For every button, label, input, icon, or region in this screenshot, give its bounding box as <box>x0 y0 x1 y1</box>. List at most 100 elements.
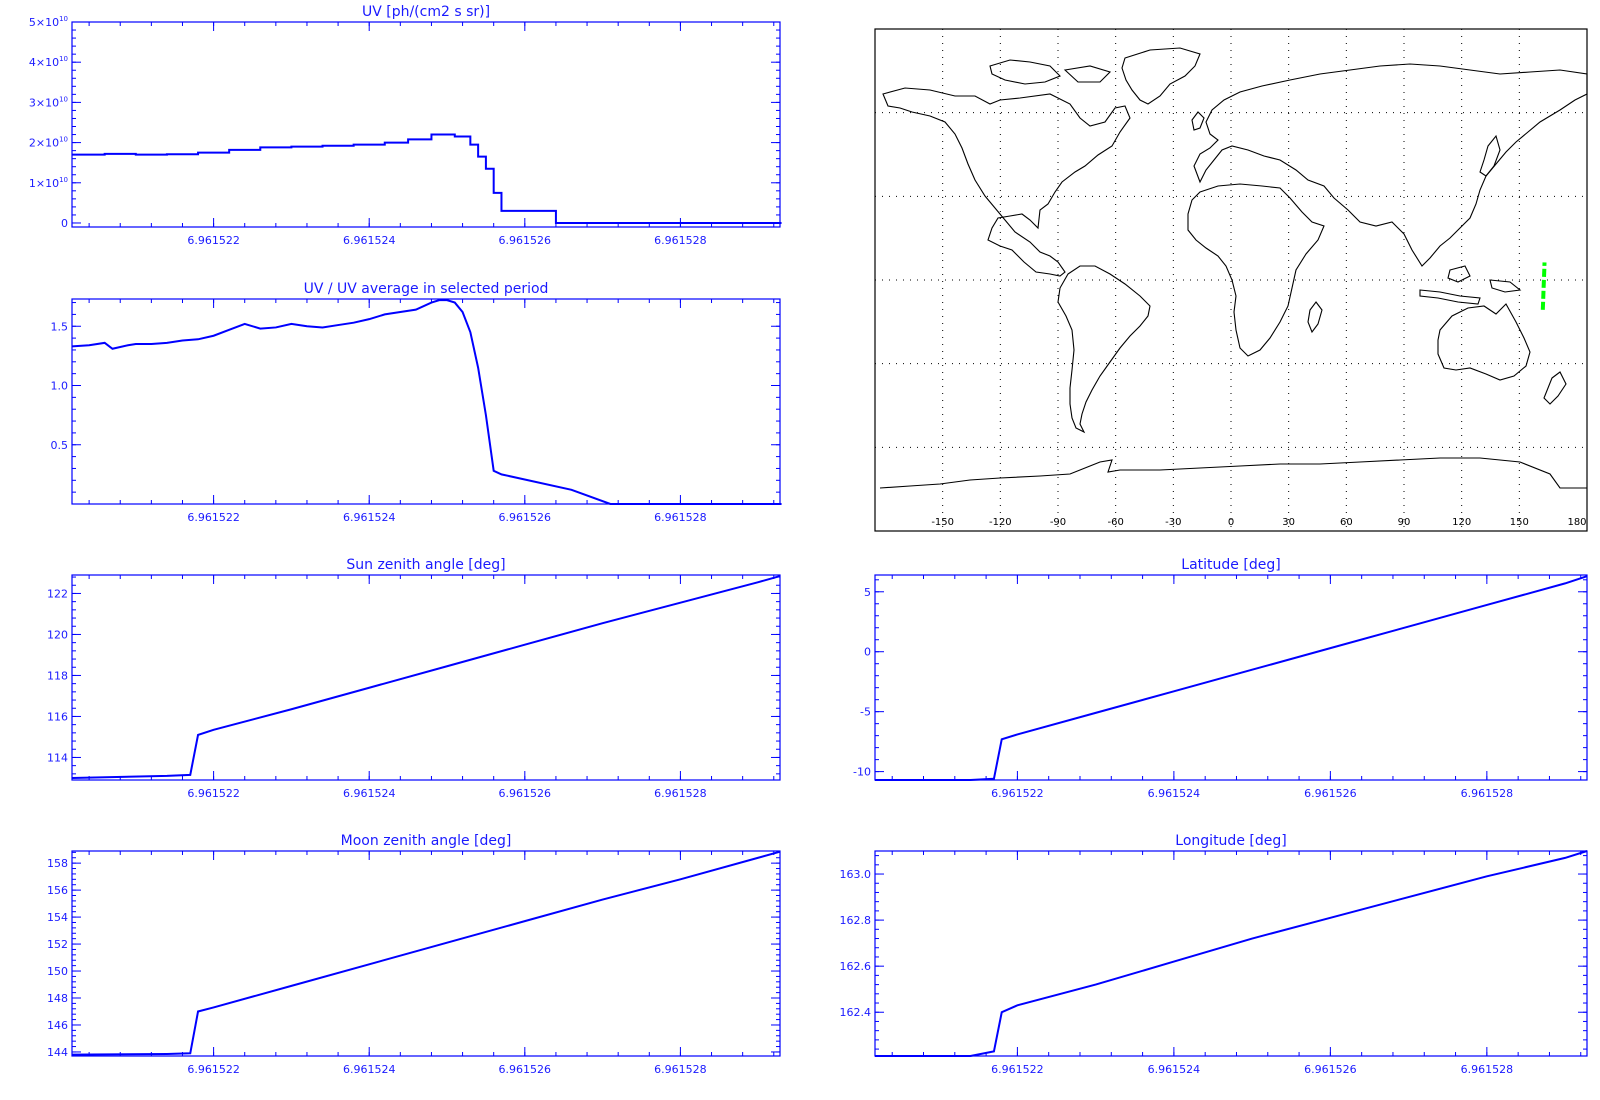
y-tick-base: 0 <box>61 217 68 230</box>
y-tick-label: -5 <box>860 706 871 719</box>
orbit-track-line <box>1540 262 1547 310</box>
plot-frame <box>874 574 1588 781</box>
y-tick-base: 2×10 <box>29 137 59 150</box>
y-tick-label: 144 <box>47 1046 68 1059</box>
y-tick-label: 148 <box>47 992 68 1005</box>
map-lon-label: 90 <box>1398 517 1411 528</box>
map-lon-label: -90 <box>1050 517 1066 528</box>
x-tick-label: 6.961524 <box>1148 1063 1201 1076</box>
chart-lat: Latitude [deg] 6.961522 6.961524 6.961526 6.… <box>853 557 1588 800</box>
y-tick-label: 154 <box>47 911 68 924</box>
y-tick-label: 1.5 <box>51 320 69 333</box>
y-tick-label: 162.6 <box>840 960 872 973</box>
coastline-australia <box>1437 303 1531 381</box>
y-tick-label: -10 <box>853 766 871 779</box>
x-tick-label: 6.961522 <box>991 1063 1044 1076</box>
y-tick-label: 3×1010 <box>29 95 68 109</box>
y-tick-label: 156 <box>47 884 68 897</box>
y-tick-label: 0.5 <box>51 439 69 452</box>
map-lon-label: 60 <box>1340 517 1353 528</box>
coastline-japan <box>1479 134 1501 177</box>
y-tick-label: 150 <box>47 965 68 978</box>
y-tick-exponent: 10 <box>59 136 68 144</box>
chart-moon: Moon zenith angle [deg] 6.961522 6.961524 6… <box>47 833 781 1076</box>
y-tick-label: 0 <box>61 217 68 230</box>
y-tick-base: 4×10 <box>29 56 59 69</box>
x-tick-label: 6.961522 <box>187 234 240 247</box>
y-tick-label: 120 <box>47 628 68 641</box>
x-tick-label: 6.961524 <box>343 234 396 247</box>
coastline-indonesia <box>1419 265 1522 305</box>
x-tick-label: 6.961526 <box>499 234 552 247</box>
chart-title: Longitude [deg] <box>1175 833 1286 849</box>
y-tick-label: 5 <box>864 586 871 599</box>
y-tick-label: 114 <box>47 751 68 764</box>
y-tick-label: 162.4 <box>840 1006 872 1019</box>
x-tick-label: 6.961528 <box>654 1063 707 1076</box>
chart-lon: Longitude [deg] 6.961522 6.961524 6.961526 6… <box>840 833 1588 1076</box>
series-line-lat <box>875 575 1588 781</box>
chart-title: UV [ph/(cm2 s sr)] <box>362 4 490 20</box>
series-line-moon <box>71 850 781 1056</box>
map-lon-label: 180 <box>1567 517 1586 528</box>
y-tick-label: 5×1010 <box>29 15 68 29</box>
y-tick-base: 5×10 <box>29 16 59 29</box>
map-lon-label: -60 <box>1107 517 1123 528</box>
plot-frame <box>874 850 1588 1057</box>
y-tick-label: 163.0 <box>840 868 872 881</box>
y-tick-exponent: 10 <box>59 55 68 63</box>
coastline-greenland <box>1121 47 1201 105</box>
x-tick-label: 6.961528 <box>1461 787 1514 800</box>
y-tick-label: 116 <box>47 710 68 723</box>
x-tick-label: 6.961524 <box>1148 787 1201 800</box>
y-tick-label: 2×1010 <box>29 136 68 150</box>
x-tick-label: 6.961528 <box>654 511 707 524</box>
x-tick-label: 6.961526 <box>1304 1063 1357 1076</box>
map-gridlines <box>875 29 1587 531</box>
coastline-north-america <box>882 87 1131 277</box>
x-tick-label: 6.961522 <box>187 787 240 800</box>
x-tick-label: 6.961524 <box>343 1063 396 1076</box>
y-tick-label: 146 <box>47 1019 68 1032</box>
map-coastlines <box>879 47 1588 489</box>
series-line-uv <box>72 133 782 224</box>
y-tick-label: 152 <box>47 938 68 951</box>
map-longitude-labels: -150 -120 -90 -60 -30 0 30 60 90 120 150 180 <box>931 517 1586 528</box>
plot-frame <box>71 574 781 781</box>
chart-title: Sun zenith angle [deg] <box>346 557 505 573</box>
chart-title: Latitude [deg] <box>1181 557 1280 573</box>
chart-uv: UV [ph/(cm2 s sr)] 6.961522 6.961524 6.9615… <box>29 4 782 247</box>
world-map: -150 -120 -90 -60 -30 0 30 60 90 120 150 180 <box>874 28 1588 532</box>
y-tick-label: 122 <box>47 587 68 600</box>
x-tick-label: 6.961526 <box>1304 787 1357 800</box>
chart-sun: Sun zenith angle [deg] 6.961522 6.961524 6.… <box>47 557 781 800</box>
map-lon-label: -120 <box>989 517 1012 528</box>
chart-title: UV / UV average in selected period <box>304 281 549 297</box>
coastline-new-zealand <box>1543 371 1567 405</box>
x-tick-label: 6.961522 <box>187 511 240 524</box>
y-tick-label: 0 <box>864 646 871 659</box>
y-tick-base: 3×10 <box>29 96 59 109</box>
x-tick-label: 6.961522 <box>991 787 1044 800</box>
plots-layer: UV [ph/(cm2 s sr)] 6.961522 6.961524 6.9615… <box>29 4 1588 1076</box>
map-lon-label: 150 <box>1510 517 1529 528</box>
y-tick-label: 158 <box>47 857 68 870</box>
map-lon-label: 30 <box>1282 517 1295 528</box>
coastline-africa <box>1187 183 1325 357</box>
x-tick-label: 6.961524 <box>343 511 396 524</box>
plot-frame <box>71 850 781 1057</box>
y-tick-exponent: 10 <box>59 15 68 23</box>
map-orbit-track <box>1540 262 1547 310</box>
y-tick-label: 4×1010 <box>29 55 68 69</box>
coastline-south-america <box>1057 265 1151 434</box>
x-tick-label: 6.961528 <box>654 787 707 800</box>
chart-uvratio: UV / UV average in selected period 6.9615… <box>51 281 782 524</box>
y-tick-label: 1×1010 <box>29 176 68 190</box>
x-tick-label: 6.961524 <box>343 787 396 800</box>
x-tick-label: 6.961528 <box>1461 1063 1514 1076</box>
x-tick-label: 6.961526 <box>499 787 552 800</box>
map-lon-label: -30 <box>1165 517 1181 528</box>
chart-title: Moon zenith angle [deg] <box>341 833 512 849</box>
map-frame <box>874 28 1588 532</box>
